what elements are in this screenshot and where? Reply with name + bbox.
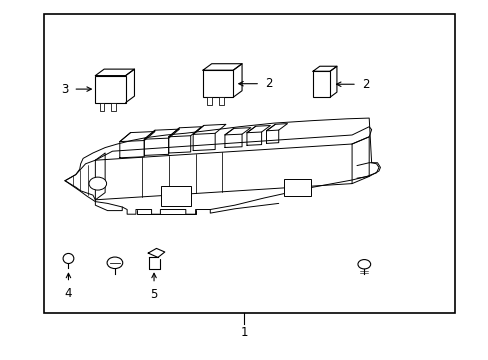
Ellipse shape bbox=[63, 253, 74, 264]
Text: 2: 2 bbox=[264, 77, 272, 90]
Bar bbox=[161, 186, 190, 206]
Text: 4: 4 bbox=[64, 287, 72, 300]
Bar bbox=[95, 76, 125, 103]
Bar bbox=[44, 14, 454, 313]
Text: 1: 1 bbox=[240, 327, 248, 339]
Bar bbox=[111, 103, 116, 111]
Bar bbox=[283, 179, 310, 196]
Bar bbox=[312, 71, 329, 97]
Circle shape bbox=[107, 257, 122, 269]
Text: 3: 3 bbox=[61, 82, 68, 96]
Circle shape bbox=[89, 177, 106, 190]
Circle shape bbox=[357, 260, 370, 269]
Bar bbox=[203, 70, 233, 97]
Bar bbox=[218, 97, 223, 105]
Text: 5: 5 bbox=[150, 288, 158, 301]
Bar bbox=[100, 103, 104, 111]
Bar bbox=[207, 97, 212, 105]
Text: 2: 2 bbox=[361, 78, 368, 91]
